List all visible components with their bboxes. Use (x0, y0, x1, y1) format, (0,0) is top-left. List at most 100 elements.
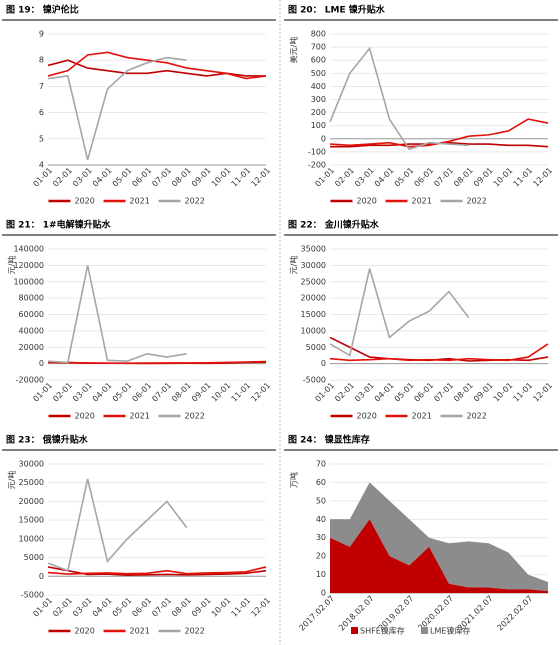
y-unit: 美元/吨 (289, 37, 299, 64)
series-area (330, 482, 548, 592)
y-tick-label: 9 (39, 30, 44, 39)
y-tick-label: 20000 (301, 294, 326, 303)
y-tick-label: 10000 (19, 534, 44, 543)
y-tick-label: -100 (308, 147, 326, 156)
y-tick-label: 40 (316, 515, 326, 524)
y-tick-label: 0 (321, 589, 326, 598)
x-tick-label: 12-01 (249, 166, 272, 189)
x-tick-label: 10-01 (210, 381, 233, 404)
legend-label: 2020 (357, 412, 377, 421)
y-tick-label: 5000 (24, 553, 44, 562)
y-tick-label: 100 (311, 121, 326, 130)
y-tick-label: 800 (311, 30, 326, 39)
y-tick-label: 120000 (13, 261, 44, 270)
series-line (47, 51, 267, 80)
series-area (330, 519, 548, 593)
y-tick-label: 10 (316, 570, 326, 579)
series-line (47, 566, 267, 575)
y-tick-label: 50 (316, 496, 326, 505)
y-tick-label: 10000 (301, 326, 326, 335)
series-line (47, 59, 266, 77)
legend-label: LME镍库存 (430, 626, 470, 636)
legend-label: 2020 (357, 197, 377, 206)
y-tick-label: 80000 (19, 294, 44, 303)
y-tick-label: 70 (316, 460, 326, 469)
x-tick-label: 04-01 (91, 166, 114, 189)
legend-label: 2022 (185, 412, 205, 421)
x-tick-label: 05-01 (393, 166, 416, 189)
legend-label: 2020 (75, 627, 95, 636)
y-tick-label: 8 (39, 56, 44, 65)
x-tick-label: 12-01 (531, 381, 554, 404)
x-tick-label: 03-01 (353, 166, 376, 189)
y-tick-label: 40000 (19, 326, 44, 335)
y-tick-label: -5000 (303, 376, 326, 385)
x-tick-label: 11-01 (512, 166, 535, 189)
x-tick-label: 08-01 (170, 596, 193, 619)
legend-label: 2021 (130, 412, 150, 421)
series-line (329, 118, 549, 148)
y-tick-label: 60000 (19, 310, 44, 319)
legend-swatch (421, 627, 428, 634)
legend-label: 2022 (185, 197, 205, 206)
y-tick-label: 25000 (19, 478, 44, 487)
x-tick-label: 12-01 (531, 166, 554, 189)
y-tick-label: 100000 (13, 277, 44, 286)
x-tick-label: 06-01 (412, 166, 435, 189)
y-unit: 万吨 (289, 472, 299, 488)
x-tick-label: 02-01 (51, 381, 74, 404)
y-tick-label: 0 (39, 572, 44, 581)
x-tick-label: 06-01 (412, 381, 435, 404)
legend-label: 2020 (75, 197, 95, 206)
y-tick-label: -5000 (21, 591, 44, 600)
y-tick-label: 30000 (19, 460, 44, 469)
x-tick-label: 10-01 (210, 596, 233, 619)
x-tick-label: 07-01 (432, 166, 455, 189)
chart-title: 图 23： 俄镍升贴水 (6, 434, 89, 446)
y-tick-label: 60 (316, 478, 326, 487)
series-line (329, 268, 470, 357)
chart-panel: 图 19： 镍沪伦比45678901-0102-0103-0104-0105-0… (2, 4, 276, 206)
y-tick-label: 30 (316, 533, 326, 542)
y-tick-label: 20000 (19, 343, 44, 352)
x-tick-label: 02-01 (51, 596, 74, 619)
y-tick-label: 30000 (301, 261, 326, 270)
x-tick-label: 09-01 (472, 166, 495, 189)
x-tick-label: 02-01 (333, 166, 356, 189)
x-tick-label: 03-01 (71, 381, 94, 404)
x-tick-label: 08-01 (170, 381, 193, 404)
x-tick-label: 11-01 (230, 596, 253, 619)
x-tick-label: 02-01 (51, 166, 74, 189)
y-tick-label: 0 (321, 359, 326, 368)
y-tick-label: 0 (321, 134, 326, 143)
x-tick-label: 11-01 (230, 166, 253, 189)
x-tick-label: 04-01 (373, 166, 396, 189)
legend-label: 2020 (75, 412, 95, 421)
legend-label: 2022 (185, 627, 205, 636)
y-unit: 元/吨 (7, 256, 17, 275)
series-line (47, 478, 188, 572)
x-tick-label: 03-01 (353, 381, 376, 404)
series-line (47, 56, 187, 160)
series-line (47, 360, 267, 365)
legend-label: 2022 (467, 197, 487, 206)
x-tick-label: 11-01 (230, 381, 253, 404)
x-tick-label: 05-01 (111, 596, 134, 619)
x-tick-label: 05-01 (111, 381, 134, 404)
y-tick-label: -200 (308, 161, 326, 170)
chart-title: 图 22： 金川镍升贴水 (288, 219, 380, 231)
y-tick-label: 700 (311, 43, 326, 52)
x-tick-label: 03-01 (71, 166, 94, 189)
x-tick-label: 03-01 (71, 596, 94, 619)
series-line (329, 46, 469, 151)
x-tick-label: 11-01 (512, 381, 535, 404)
series-line (329, 336, 549, 362)
x-tick-label: 04-01 (91, 381, 114, 404)
x-tick-label: 05-01 (393, 381, 416, 404)
